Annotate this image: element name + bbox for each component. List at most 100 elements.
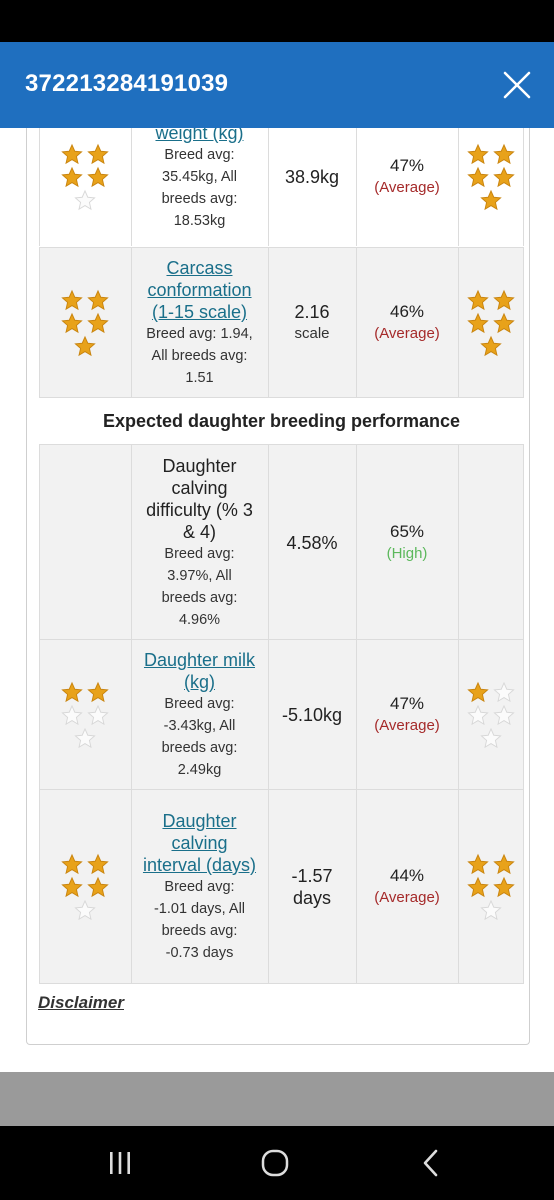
recent-apps-button[interactable]: [85, 1126, 155, 1200]
reliability-cell: 44% (Average): [356, 790, 458, 984]
breed-average-text: Breed avg:: [164, 147, 235, 163]
reliability-percent: 44%: [389, 866, 425, 885]
column-divider: [523, 128, 524, 246]
breed-average-text: All breeds avg:: [151, 348, 248, 364]
star-filled-icon: [87, 681, 109, 702]
breed-stars-cell: [458, 790, 524, 984]
star-filled-icon: [61, 876, 83, 897]
star-filled-icon: [493, 143, 515, 164]
column-divider: [356, 640, 357, 790]
breed-average-text: 1.51: [185, 370, 214, 386]
value-cell: -5.10kg: [268, 640, 356, 790]
trait-name-link[interactable]: Daughter milk (kg): [143, 650, 256, 692]
star-filled-icon: [467, 289, 489, 310]
table-row: Daughter calving difficulty (% 3 & 4) Bre…: [39, 445, 524, 640]
reliability-cell: 46% (Average): [356, 248, 458, 398]
stars-left: [57, 853, 113, 922]
column-divider: [356, 248, 357, 398]
trait-unit: days: [292, 888, 332, 908]
value-cell: 38.9kg: [268, 128, 356, 246]
star-filled-icon: [87, 876, 109, 897]
star-filled-icon: [480, 335, 502, 356]
column-divider: [523, 790, 524, 984]
breed-average-text: 18.53kg: [173, 213, 226, 229]
trait-value: -1.57: [291, 866, 333, 886]
recent-apps-icon: [110, 1152, 130, 1174]
star-filled-icon: [87, 853, 109, 874]
trait-cell: Daughter calving interval (days) Breed av…: [131, 790, 268, 984]
row-divider: [39, 639, 524, 640]
column-divider: [356, 790, 357, 984]
back-button[interactable]: [396, 1126, 466, 1200]
reliability-label: (High): [386, 544, 428, 562]
star-filled-icon: [74, 335, 96, 356]
star-filled-icon: [87, 312, 109, 333]
star-filled-icon: [467, 166, 489, 187]
column-divider: [458, 128, 459, 246]
dialog-title: 372213284191039: [25, 70, 229, 97]
breed-average-text: 4.96%: [178, 611, 221, 628]
column-divider: [39, 790, 40, 984]
column-divider: [523, 640, 524, 790]
column-divider: [131, 128, 132, 246]
trait-name: Daughter calving difficulty (% 3 & 4): [146, 455, 253, 542]
star-filled-icon: [61, 312, 83, 333]
index-stars-cell: [39, 248, 131, 398]
reliability-cell: 47% (Average): [356, 640, 458, 790]
column-divider: [268, 790, 269, 984]
breed-average-text: breeds avg:: [161, 191, 238, 207]
trait-unit: scale: [294, 325, 330, 342]
star-filled-icon: [493, 289, 515, 310]
home-icon: [261, 1149, 289, 1177]
star-empty-icon: [74, 899, 96, 920]
trait-value: 4.58%: [286, 532, 338, 553]
home-button[interactable]: [240, 1126, 310, 1200]
column-divider: [131, 790, 132, 984]
trait-value: -5.10kg: [281, 705, 343, 725]
star-empty-icon: [480, 899, 502, 920]
reliability-label: (Average): [374, 717, 440, 734]
breed-average-text: -3.43kg, All: [163, 718, 236, 734]
trait-name-link[interactable]: Carcass conformation (1-15 scale): [147, 258, 252, 322]
stars-left: [57, 681, 113, 750]
reliability-label: (Average): [374, 179, 440, 196]
trait-cell: Daughter calving difficulty (% 3 & 4) Bre…: [131, 445, 268, 640]
star-filled-icon: [467, 681, 489, 702]
star-filled-icon: [61, 289, 83, 310]
star-empty-icon: [493, 681, 515, 702]
stars-right: [463, 143, 519, 212]
column-divider: [131, 640, 132, 790]
row-divider: [39, 397, 524, 398]
row-divider: [39, 789, 524, 790]
trait-name-link[interactable]: Daughter calving interval (days): [142, 811, 257, 875]
table-row: weight (kg) Breed avg: 35.45kg, All breeds …: [39, 128, 524, 246]
column-divider: [268, 248, 269, 398]
trait-cell: Daughter milk (kg) Breed avg: -3.43kg, All…: [131, 640, 268, 790]
stars-left: [57, 289, 113, 358]
column-divider: [458, 790, 459, 984]
close-button[interactable]: [496, 64, 538, 106]
trait-name-link[interactable]: weight (kg): [155, 128, 244, 143]
dialog-header: [0, 42, 554, 128]
trait-cell: Carcass conformation (1-15 scale) Breed a…: [131, 248, 268, 398]
breed-average-text: Breed avg:: [164, 696, 235, 712]
column-divider: [39, 640, 40, 790]
dialog-body: weight (kg) Breed avg: 35.45kg, All breeds …: [0, 128, 554, 1072]
stars-right: [463, 853, 519, 922]
disclaimer-link[interactable]: Disclaimer: [38, 993, 124, 1012]
star-filled-icon: [467, 143, 489, 164]
star-filled-icon: [61, 853, 83, 874]
column-divider: [39, 248, 40, 398]
column-divider: [39, 128, 40, 246]
breed-average-text: 35.45kg, All: [162, 169, 237, 185]
breed-average-text: Breed avg:: [164, 545, 235, 562]
star-empty-icon: [87, 704, 109, 725]
star-filled-icon: [87, 166, 109, 187]
column-divider: [131, 445, 132, 640]
column-divider: [458, 248, 459, 398]
navigation-bar: [0, 1126, 554, 1200]
star-filled-icon: [467, 312, 489, 333]
column-divider: [523, 248, 524, 398]
section-title: Expected daughter breeding performance: [39, 398, 524, 445]
row-divider: [39, 444, 524, 445]
